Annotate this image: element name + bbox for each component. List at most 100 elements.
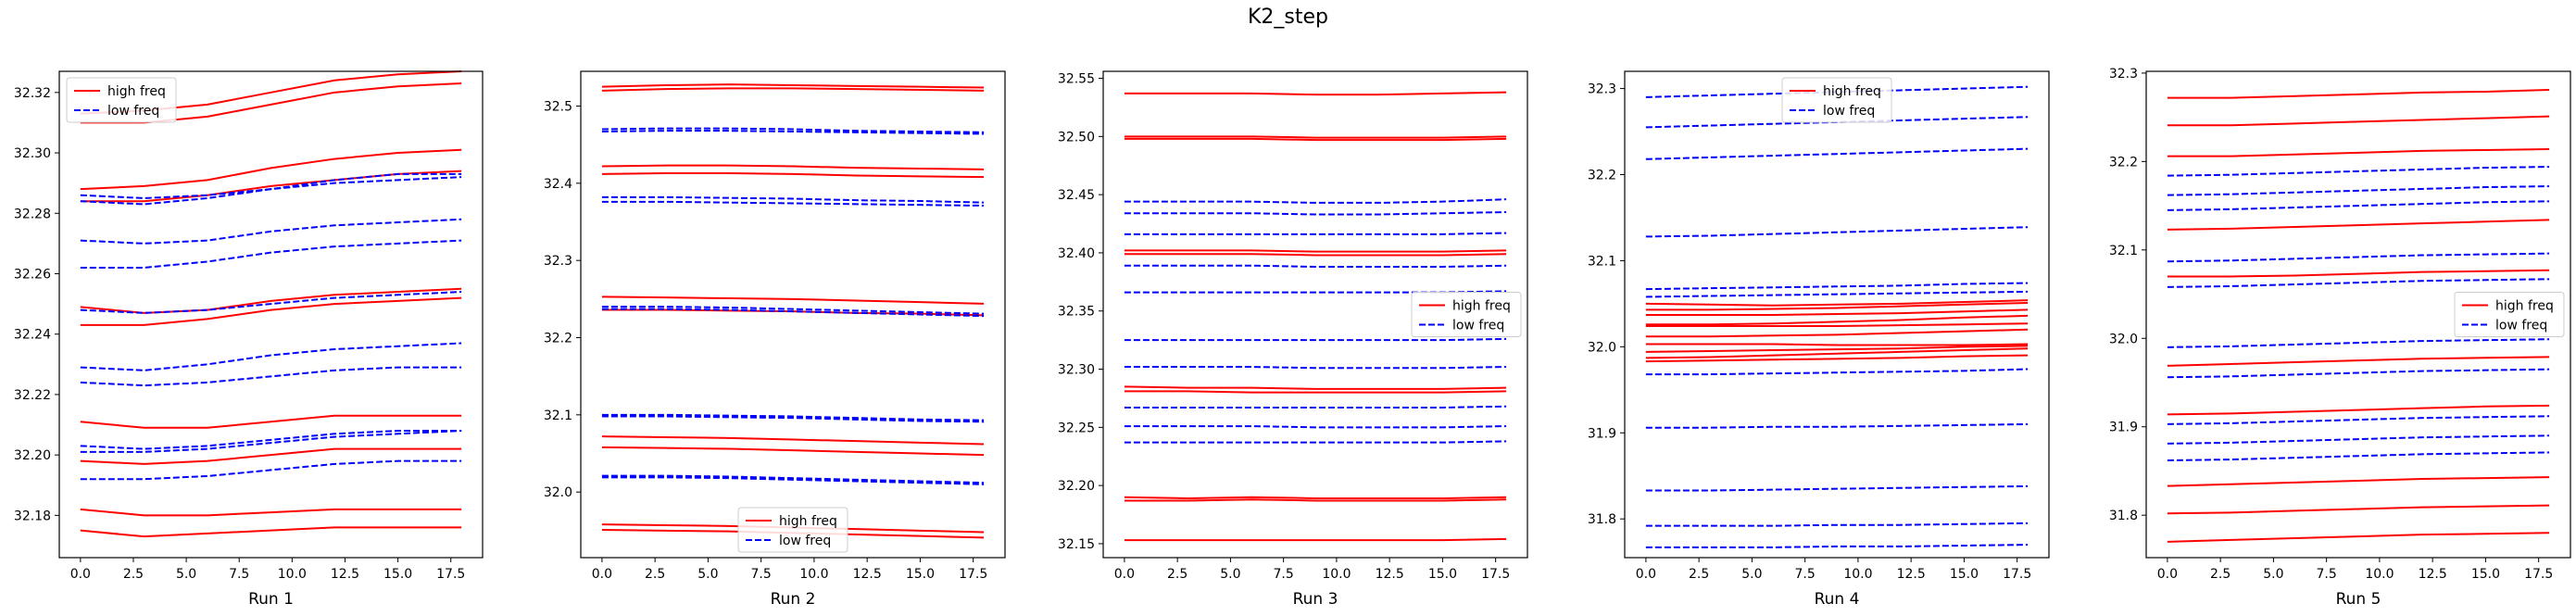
subplot-run-2: 0.0 2.5 5.0 7.5 10.0 12.5 15.0 17.5 32.0 32.1 32.2… [544,70,1006,609]
subplot-run-3: 0.0 2.5 5.0 7.5 10.0 12.5 15.0 17.5 32.15 32.20 32… [1058,70,1528,609]
low-freq-series-line [2167,338,2550,348]
y-tick-label: 32.26 [14,267,51,282]
x-tick-label: 15.0 [383,567,412,582]
low-freq-series-line [2167,185,2550,196]
y-tick-label: 32.45 [1058,188,1095,203]
high-freq-series-line [80,526,462,538]
high-freq-series-line [2167,219,2550,231]
low-freq-series-line [601,308,985,318]
x-tick-label: 17.5 [959,567,987,582]
x-tick-label: 5.0 [1220,567,1240,582]
x-tick-label: 10.0 [1322,567,1351,582]
y-tick-label: 32.25 [1058,421,1095,435]
legend-label-low-freq: low freq [779,534,831,548]
x-axis-label: Run 5 [2336,590,2381,609]
axes-frame [58,70,484,559]
high-freq-series-line [1124,91,1507,96]
y-tick-label: 32.28 [14,207,51,221]
low-freq-series-line [80,459,462,481]
low-freq-series-line [2167,252,2550,263]
high-freq-series-line [2167,115,2550,127]
high-freq-series-line [1645,314,2029,326]
low-freq-series-line [601,415,985,423]
y-tick-label: 32.2 [2109,155,2138,170]
low-freq-series-line [1124,198,1507,204]
x-tick-label: 5.0 [176,567,196,582]
x-tick-label: 0.0 [1636,567,1656,582]
legend: high freq low freq [1781,77,1892,123]
legend-label-low-freq: low freq [1823,104,1875,119]
high-freq-series-line [1124,135,1507,139]
high-freq-series-line [601,83,985,89]
y-tick-label: 31.8 [2109,509,2138,523]
y-tick-label: 32.1 [544,409,572,423]
low-freq-series-line [80,218,462,245]
x-tick-label: 5.0 [1741,567,1762,582]
x-axis-label: Run 1 [248,590,294,609]
high-freq-series-line [601,435,985,446]
low-freq-series-line [80,342,462,371]
x-tick-label: 12.5 [2419,567,2447,582]
axes-frame [1102,70,1528,559]
high-freq-series-line [1124,249,1507,253]
low-freq-series-line [1124,425,1507,429]
low-freq-series-line [80,176,462,199]
x-tick-label: 2.5 [2210,567,2230,582]
legend-label-low-freq: low freq [1452,319,1504,333]
figure-title: K2_step [1247,6,1328,29]
x-tick-label: 12.5 [853,567,882,582]
y-tick-label: 32.2 [544,332,572,346]
y-tick-label: 32.5 [544,100,572,115]
high-freq-series-line [80,508,462,517]
low-freq-series-line [80,291,462,314]
low-freq-series-line [601,127,985,133]
high-freq-series-line [601,87,985,92]
low-freq-series-line [1645,368,2029,376]
high-freq-series-line [80,447,462,465]
x-tick-label: 17.5 [436,567,465,582]
x-axis-label: Run 3 [1293,590,1338,609]
high-freq-series-line [1645,301,2029,311]
low-freq-series-line [1645,522,2029,527]
high-freq-series-line [601,164,985,170]
y-tick-label: 32.1 [1588,254,1616,269]
low-freq-series-line [2167,368,2550,379]
y-tick-label: 32.15 [1058,537,1095,552]
subplot-run-1: 0.0 2.5 5.0 7.5 10.0 12.5 15.0 17.5 32.18 32.20 32… [14,70,484,609]
low-freq-series-line [1645,484,2029,492]
legend-label-high-freq: high freq [1823,84,1881,99]
high-freq-series-line [601,172,985,179]
x-tick-label: 15.0 [906,567,935,582]
axes-frame [1624,70,2050,559]
y-tick-label: 32.30 [1058,363,1095,378]
x-axis-label: Run 2 [771,590,816,609]
x-tick-label: 17.5 [2003,567,2031,582]
x-tick-label: 7.5 [229,567,249,582]
high-freq-series-line [2167,89,2550,99]
low-freq-series-line [1645,226,2029,238]
low-freq-series-line [2167,166,2550,177]
y-tick-label: 32.0 [1588,340,1616,355]
high-freq-series-line [1645,322,2029,328]
legend: high freq low freq [1411,292,1522,337]
x-tick-label: 12.5 [331,567,359,582]
low-freq-series-line [80,366,462,387]
low-freq-series-line [1124,337,1507,342]
legend-label-low-freq: low freq [2495,319,2547,333]
x-tick-label: 10.0 [1843,567,1872,582]
low-freq-series-line [1645,422,2029,429]
y-tick-label: 32.0 [2109,332,2138,346]
low-freq-series-line [1124,405,1507,409]
axes-frame [2145,70,2571,559]
low-freq-series-line [601,413,985,421]
y-tick-label: 31.9 [1588,426,1616,441]
x-tick-label: 5.0 [697,567,718,582]
x-tick-label: 15.0 [1950,567,1979,582]
x-tick-label: 7.5 [1795,567,1816,582]
high-freq-series-line [1124,390,1507,394]
x-tick-label: 2.5 [123,567,144,582]
y-tick-label: 32.2 [1588,169,1616,183]
y-tick-label: 32.30 [14,146,51,161]
legend-label-low-freq: low freq [107,104,159,119]
